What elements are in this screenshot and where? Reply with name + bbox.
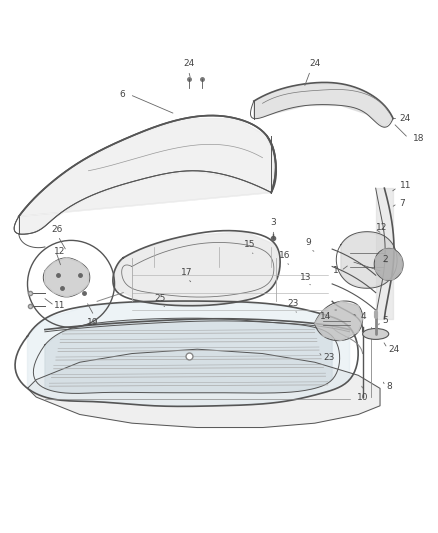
Text: 6: 6 (120, 90, 125, 99)
Text: 24: 24 (399, 114, 411, 123)
Polygon shape (28, 349, 380, 427)
Text: 24: 24 (389, 345, 400, 354)
Text: 8: 8 (387, 382, 392, 391)
Text: 15: 15 (244, 240, 255, 249)
Polygon shape (45, 319, 332, 393)
Text: 5: 5 (382, 317, 388, 326)
Text: 24: 24 (309, 60, 320, 68)
Text: 24: 24 (183, 60, 194, 68)
Polygon shape (19, 118, 276, 234)
Text: 26: 26 (51, 225, 63, 234)
Text: 12: 12 (53, 247, 65, 256)
Polygon shape (254, 84, 393, 127)
Text: 2: 2 (382, 255, 388, 264)
Text: 19: 19 (87, 318, 99, 327)
Text: 11: 11 (399, 181, 411, 190)
Text: 1: 1 (333, 266, 339, 276)
Polygon shape (28, 301, 350, 406)
Text: 25: 25 (155, 295, 166, 303)
Ellipse shape (363, 328, 389, 340)
Text: 10: 10 (357, 393, 368, 402)
Polygon shape (45, 258, 88, 297)
Polygon shape (115, 232, 280, 305)
Text: 18: 18 (413, 134, 424, 143)
Text: 23: 23 (323, 353, 335, 362)
Text: 7: 7 (399, 199, 405, 208)
Text: 11: 11 (53, 301, 65, 310)
Text: 4: 4 (360, 312, 366, 321)
Polygon shape (376, 249, 402, 279)
Text: 17: 17 (180, 269, 192, 277)
Text: 3: 3 (271, 219, 276, 228)
Text: 12: 12 (376, 223, 387, 232)
Polygon shape (315, 301, 363, 341)
Text: 23: 23 (287, 299, 299, 308)
Text: 9: 9 (305, 238, 311, 247)
Text: 13: 13 (300, 273, 312, 282)
Polygon shape (341, 232, 393, 288)
Text: 16: 16 (279, 251, 290, 260)
Text: 14: 14 (320, 312, 331, 321)
